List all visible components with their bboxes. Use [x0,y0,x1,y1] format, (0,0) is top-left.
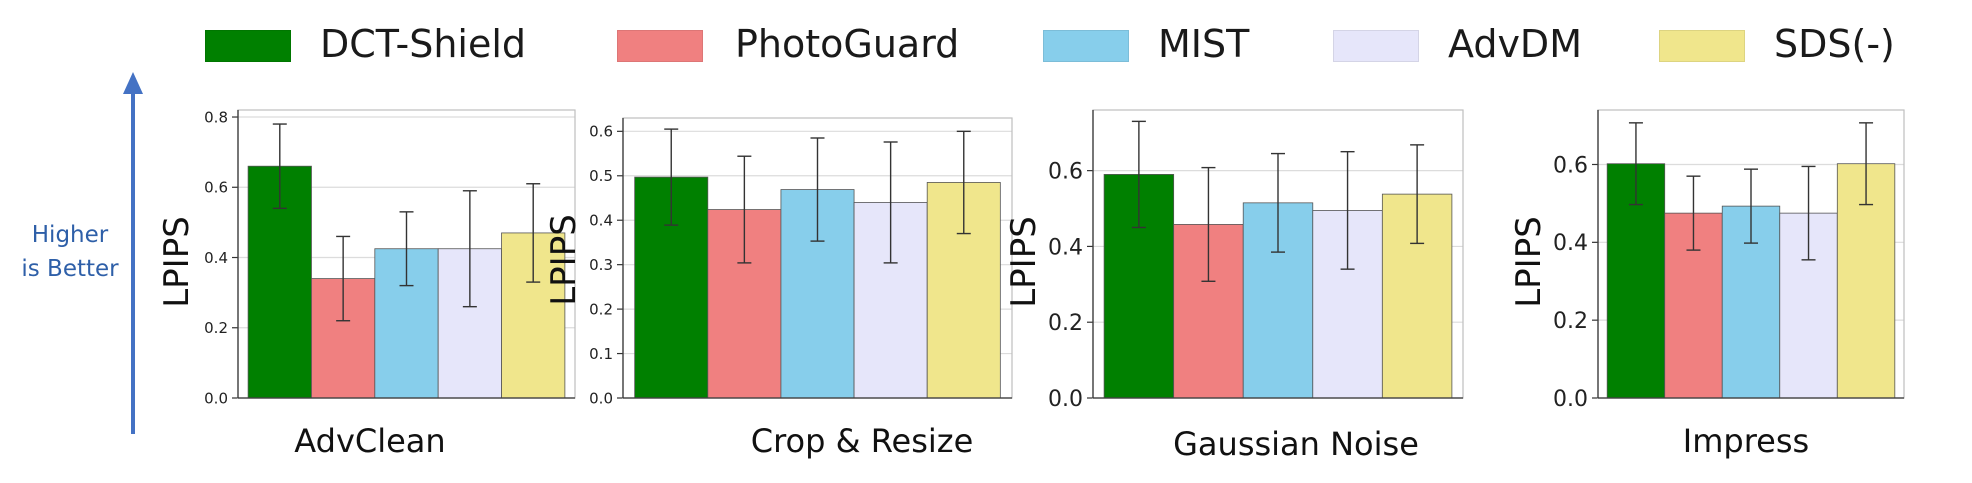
legend-label: SDS(-) [1774,22,1895,66]
legend-label: AdvDM [1448,22,1582,66]
y-tick-label: 0.4 [1553,231,1588,256]
legend-swatch-advdm [1333,30,1419,62]
y-tick-label: 0.0 [1048,387,1083,412]
y-axis-label: LPIPS [157,216,197,308]
y-tick-label: 0.4 [589,212,613,230]
y-tick-label: 0.6 [1048,160,1083,185]
legend-swatch-dct-shield [205,30,291,62]
chart-panel-2: 0.0 0.1 0.2 0.3 0.4 0.5 0.6 LPIPS Crop & Resize [544,117,1013,460]
y-tick-label: 0.2 [589,301,613,319]
x-axis-label: Crop & Resize [751,422,974,460]
y-tick-label: 0.6 [204,179,228,197]
legend-swatch-mist [1043,30,1129,62]
y-axis-label: LPIPS [1004,216,1044,308]
up-arrow-icon [123,72,143,434]
y-tick-label: 0.3 [589,256,613,274]
y-tick-label: 0.8 [204,108,228,126]
y-tick-label: 0.6 [1553,153,1588,178]
y-tick-label: 0.4 [204,249,228,267]
y-tick-label: 0.2 [204,319,228,337]
note-line-1: Higher [31,222,109,248]
y-tick-label: 0.2 [1048,311,1083,336]
chart-panel-1: 0.0 0.2 0.4 0.6 0.8 LPIPS AdvClean [157,108,576,460]
y-tick-label: 0.0 [1553,387,1588,412]
y-tick-label: 0.1 [589,345,613,363]
y-tick-label: 0.6 [589,123,613,141]
legend-label: PhotoGuard [735,22,960,66]
y-tick-label: 0.5 [589,167,613,185]
x-axis-label: Gaussian Noise [1173,425,1419,463]
legend-swatch-sds [1659,30,1745,62]
y-tick-label: 0.4 [1048,235,1083,260]
y-axis-label: LPIPS [1509,216,1549,308]
higher-is-better-note: Higher is Better [10,218,130,286]
legend-swatch-photoguard [617,30,703,62]
y-axis-label: LPIPS [544,214,584,306]
y-tick-label: 0.2 [1553,309,1588,334]
x-axis-label: Impress [1683,422,1809,460]
y-tick-label: 0.0 [589,389,613,407]
legend-label: MIST [1158,22,1250,66]
chart-panel-4: 0.0 0.2 0.4 0.6 LPIPS Impress [1509,109,1905,460]
legend-label: DCT-Shield [320,22,527,66]
y-tick-label: 0.0 [204,389,228,407]
note-line-2: is Better [21,256,119,282]
chart-panel-3: 0.0 0.2 0.4 0.6 LPIPS Gaussian Noise [1004,109,1464,463]
x-axis-label: AdvClean [294,422,445,460]
